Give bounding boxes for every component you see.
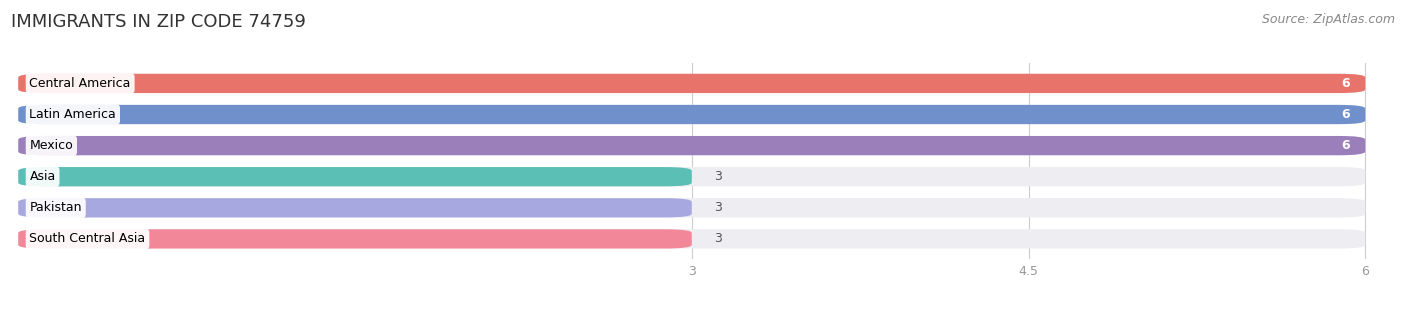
Text: Pakistan: Pakistan: [30, 201, 82, 214]
Text: Latin America: Latin America: [30, 108, 117, 121]
FancyBboxPatch shape: [18, 136, 1365, 155]
Text: 3: 3: [714, 170, 723, 183]
FancyBboxPatch shape: [18, 198, 692, 217]
Text: 3: 3: [714, 232, 723, 246]
FancyBboxPatch shape: [18, 167, 692, 186]
FancyBboxPatch shape: [18, 136, 1365, 155]
FancyBboxPatch shape: [18, 105, 1365, 124]
FancyBboxPatch shape: [18, 105, 1365, 124]
FancyBboxPatch shape: [18, 167, 1365, 186]
Text: Asia: Asia: [30, 170, 56, 183]
Text: IMMIGRANTS IN ZIP CODE 74759: IMMIGRANTS IN ZIP CODE 74759: [11, 13, 307, 31]
FancyBboxPatch shape: [18, 198, 1365, 217]
FancyBboxPatch shape: [18, 229, 1365, 249]
Text: 6: 6: [1341, 108, 1350, 121]
FancyBboxPatch shape: [18, 229, 692, 249]
Text: 3: 3: [714, 201, 723, 214]
Text: 6: 6: [1341, 77, 1350, 90]
Text: Central America: Central America: [30, 77, 131, 90]
Text: South Central Asia: South Central Asia: [30, 232, 146, 246]
Text: Source: ZipAtlas.com: Source: ZipAtlas.com: [1261, 13, 1395, 26]
Text: Mexico: Mexico: [30, 139, 73, 152]
Text: 6: 6: [1341, 139, 1350, 152]
FancyBboxPatch shape: [18, 74, 1365, 93]
FancyBboxPatch shape: [18, 74, 1365, 93]
